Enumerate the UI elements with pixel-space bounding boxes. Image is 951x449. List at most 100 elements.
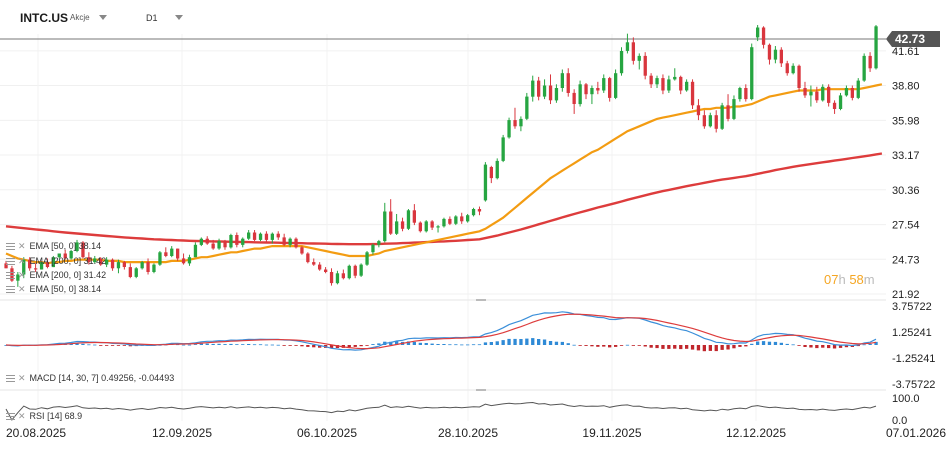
candle-body bbox=[625, 42, 630, 51]
macd-histogram-bar bbox=[750, 343, 754, 345]
instrument-symbol[interactable]: INTC.US bbox=[20, 11, 68, 25]
candle-body bbox=[16, 274, 20, 281]
instrument-dropdown-icon[interactable] bbox=[99, 15, 107, 20]
close-icon[interactable]: ✕ bbox=[18, 241, 26, 252]
macd-histogram-bar bbox=[690, 345, 695, 350]
macd-histogram-bar bbox=[282, 345, 286, 346]
candle-body bbox=[442, 218, 446, 227]
drag-handle-icon[interactable] bbox=[6, 286, 15, 294]
candle-body bbox=[347, 265, 351, 279]
candle-body bbox=[608, 78, 612, 98]
candle-body bbox=[619, 51, 624, 74]
candle-body bbox=[430, 221, 434, 228]
candle-body bbox=[45, 262, 50, 267]
candle-body bbox=[519, 118, 523, 127]
drag-handle-icon[interactable] bbox=[6, 243, 15, 251]
candle-body bbox=[69, 251, 73, 259]
close-icon[interactable]: ✕ bbox=[18, 284, 26, 295]
candle-body bbox=[187, 257, 192, 264]
candle-body bbox=[862, 55, 866, 81]
candle-body bbox=[81, 242, 85, 258]
macd-histogram-bar bbox=[590, 345, 594, 347]
drag-handle-icon[interactable] bbox=[6, 413, 15, 421]
macd-histogram-bar bbox=[412, 341, 416, 345]
candle-body bbox=[477, 209, 482, 212]
candle-body bbox=[560, 73, 564, 88]
macd-histogram-bar bbox=[584, 345, 588, 346]
candle-body bbox=[39, 262, 44, 270]
macd-histogram-bar bbox=[300, 345, 304, 347]
macd-histogram-bar bbox=[110, 345, 115, 346]
timeframe-dropdown-icon[interactable] bbox=[175, 15, 183, 20]
candle-body bbox=[803, 88, 807, 96]
candle-body bbox=[312, 262, 316, 265]
macd-histogram-bar bbox=[353, 345, 357, 347]
price-tick-label: 30.36 bbox=[892, 185, 920, 197]
macd-histogram-bar bbox=[785, 343, 789, 345]
candle-body bbox=[531, 80, 535, 97]
candle-body bbox=[146, 262, 150, 272]
candle-body bbox=[152, 264, 156, 272]
macd-histogram-bar bbox=[791, 344, 795, 346]
drag-handle-icon[interactable] bbox=[6, 272, 15, 280]
candle-body bbox=[264, 233, 269, 240]
timeframe-select[interactable]: D1 bbox=[146, 13, 158, 23]
candle-body bbox=[270, 233, 274, 240]
candle-body bbox=[406, 210, 411, 229]
macd-tick-label: -3.75722 bbox=[892, 379, 935, 391]
macd-histogram-bar bbox=[548, 341, 553, 345]
macd-histogram-bar bbox=[81, 343, 85, 345]
candle-body bbox=[732, 99, 736, 119]
macd-histogram-bar bbox=[252, 344, 257, 346]
macd-histogram-bar bbox=[513, 338, 517, 345]
macd-histogram-bar bbox=[732, 345, 736, 349]
macd-histogram-bar bbox=[507, 338, 511, 345]
macd-histogram-bar bbox=[821, 345, 825, 348]
candle-body bbox=[702, 115, 706, 127]
macd-histogram-bar bbox=[460, 344, 464, 346]
candle-body bbox=[856, 80, 860, 98]
drag-handle-icon[interactable] bbox=[6, 375, 15, 383]
candle-body bbox=[578, 84, 582, 105]
date-tick-label: 06.10.2025 bbox=[297, 426, 357, 440]
date-tick-label: 19.11.2025 bbox=[582, 426, 641, 440]
macd-histogram-bar bbox=[756, 341, 760, 345]
macd-line bbox=[5, 311, 877, 351]
close-icon[interactable]: ✕ bbox=[18, 256, 26, 267]
candle-body bbox=[791, 65, 795, 74]
macd-histogram-bar bbox=[247, 344, 251, 345]
candle-body bbox=[750, 47, 754, 100]
price-tick-label: 41.61 bbox=[892, 46, 920, 58]
macd-histogram-bar bbox=[655, 345, 659, 349]
macd-histogram-bar bbox=[773, 341, 778, 345]
macd-signal-line bbox=[5, 313, 877, 350]
close-icon[interactable]: ✕ bbox=[18, 373, 26, 384]
close-icon[interactable]: ✕ bbox=[18, 270, 26, 281]
candle-body bbox=[199, 238, 203, 245]
candle-body bbox=[448, 218, 452, 224]
candle-body bbox=[170, 248, 174, 256]
macd-histogram-bar bbox=[637, 345, 641, 346]
macd-tick-label: 1.25241 bbox=[892, 327, 932, 339]
candle-body bbox=[75, 242, 79, 251]
candle-body bbox=[690, 81, 695, 106]
legend-ema-2: ✕ EMA [200, 0] 31.42 bbox=[6, 256, 106, 267]
legend-ema-3: ✕ EMA [200, 0] 31.42 bbox=[6, 270, 106, 281]
macd-histogram-bar bbox=[602, 345, 606, 347]
macd-histogram-bar bbox=[176, 344, 180, 346]
macd-histogram-bar bbox=[347, 345, 351, 348]
candle-body bbox=[631, 42, 635, 61]
candle-body bbox=[761, 27, 766, 45]
candle-body bbox=[105, 259, 109, 265]
legend-rsi: ✕ RSI [14] 68.9 bbox=[6, 411, 82, 422]
close-icon[interactable]: ✕ bbox=[18, 411, 26, 422]
macd-histogram-bar bbox=[797, 345, 801, 346]
candle-body bbox=[489, 167, 493, 179]
candle-body bbox=[324, 269, 328, 272]
macd-histogram-bar bbox=[193, 344, 198, 345]
candle-body bbox=[400, 221, 405, 229]
candle-body bbox=[542, 85, 547, 97]
macd-histogram-bar bbox=[572, 344, 576, 346]
drag-handle-icon[interactable] bbox=[6, 258, 15, 266]
